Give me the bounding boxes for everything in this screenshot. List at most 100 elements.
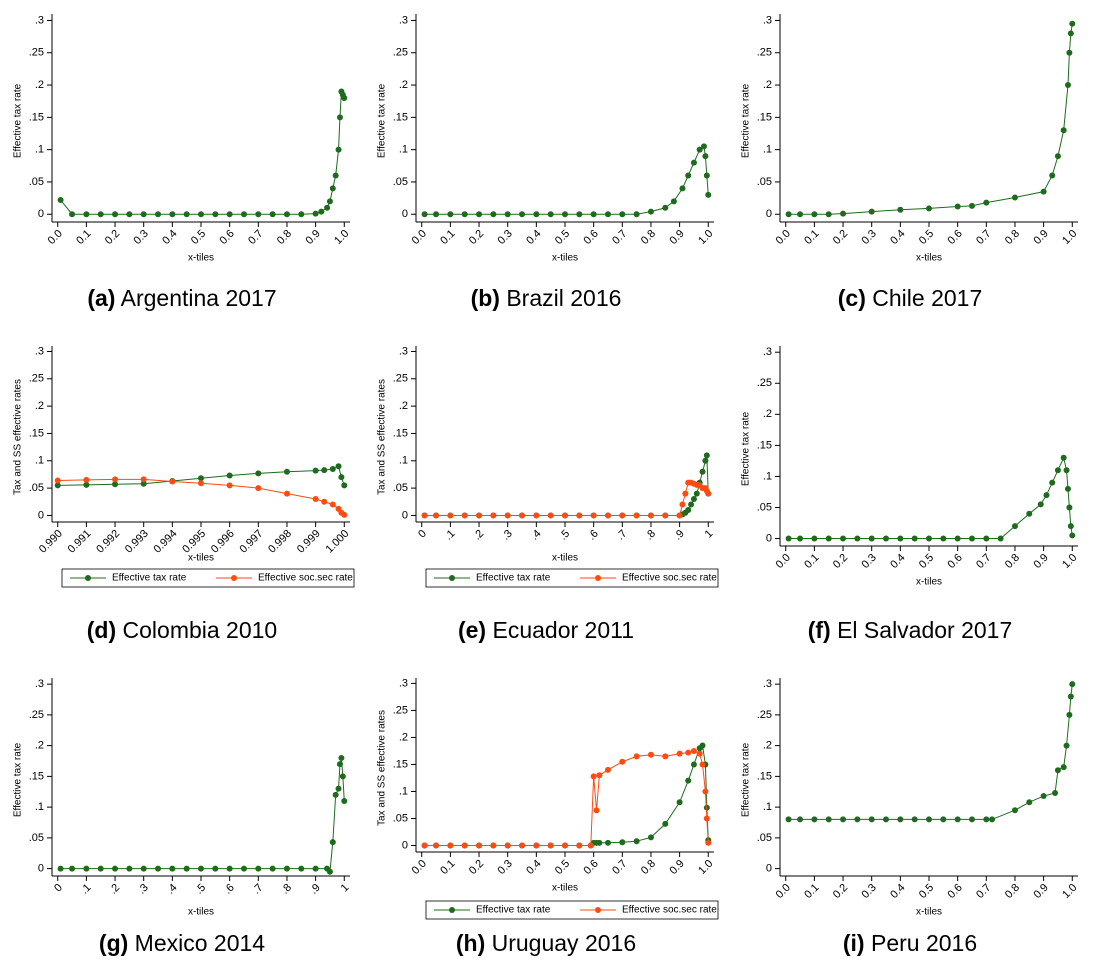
- point: [662, 753, 669, 760]
- x-tick-label: 0.0: [774, 552, 793, 571]
- point: [633, 211, 640, 218]
- point: [83, 481, 90, 488]
- point: [421, 211, 428, 218]
- panel: .3 .25 .2 .15 .1 .05 00.0 0.1 0.2 0.3 0.4 0.5 0.6 0.7…: [741, 14, 1079, 311]
- x-tick-label: 0.6: [582, 228, 601, 247]
- x-tick-label: 0.7: [610, 228, 629, 247]
- point: [112, 481, 119, 488]
- point: [797, 535, 804, 542]
- x-tick-label: 0.1: [74, 228, 93, 247]
- x-tick-label: 0.5: [553, 858, 572, 877]
- y-tick-label: 0: [402, 208, 408, 220]
- point: [897, 535, 904, 542]
- point: [590, 773, 597, 780]
- x-tick-label: 0.1: [802, 552, 821, 571]
- point: [926, 816, 932, 823]
- point: [421, 512, 428, 519]
- point: [329, 501, 336, 508]
- point: [1026, 799, 1033, 806]
- x-tick-label: 0.6: [946, 882, 965, 901]
- x-tick-label: 0.2: [467, 858, 486, 877]
- point: [57, 197, 64, 204]
- x-tick-label: 0.1: [802, 882, 821, 901]
- x-tick-label: 0.6: [582, 858, 601, 877]
- x-tick-label: 0.3: [860, 882, 879, 901]
- x-tick-label: 0.7: [974, 552, 993, 571]
- point: [690, 761, 697, 768]
- point: [447, 512, 454, 519]
- x-tick-label: 1.0: [332, 228, 351, 247]
- y-tick-label: .25: [29, 709, 44, 721]
- point: [421, 842, 428, 849]
- x-tick-label: 1.0: [1060, 552, 1079, 571]
- x-axis-label: x-tiles: [188, 253, 214, 264]
- panel-label: (h): [456, 930, 485, 956]
- point: [312, 496, 319, 503]
- point: [702, 457, 709, 464]
- series-line: [60, 91, 345, 215]
- legend-label: Effective soc.sec rate: [622, 905, 717, 916]
- point: [590, 211, 597, 218]
- panel-title: El Salvador 2017: [837, 617, 1012, 643]
- x-tick-label: 0.4: [160, 228, 179, 247]
- y-tick-label: .25: [29, 47, 44, 59]
- y-tick-label: 0: [38, 509, 44, 521]
- x-tick-label: .5: [557, 528, 572, 543]
- point: [1060, 764, 1067, 771]
- point: [911, 816, 918, 823]
- point: [587, 842, 594, 849]
- point: [341, 94, 348, 101]
- point: [1054, 153, 1061, 160]
- y-tick-label: 0: [766, 863, 772, 875]
- point: [1052, 789, 1059, 796]
- x-tick-label: 0.996: [209, 528, 237, 556]
- panel-title: Colombia 2010: [123, 617, 278, 643]
- y-axis-label: Tax and SS effective rates: [377, 379, 388, 495]
- point: [169, 211, 176, 218]
- x-tick-label: 0.1: [438, 228, 457, 247]
- y-tick-label: .2: [35, 79, 44, 91]
- x-tick-label: .3: [500, 528, 515, 543]
- point: [504, 211, 511, 218]
- x-tick-label: 0.5: [917, 228, 936, 247]
- point: [693, 490, 700, 497]
- x-tick-label: 0.5: [189, 228, 208, 247]
- legend-label: Effective soc.sec rate: [258, 573, 353, 584]
- y-tick-label: .2: [763, 79, 772, 91]
- point: [433, 512, 440, 519]
- x-tick-label: 0.9: [303, 228, 322, 247]
- x-tick-label: 1.0: [696, 228, 715, 247]
- y-tick-label: .25: [757, 377, 772, 389]
- x-tick-label: 0.0: [410, 228, 429, 247]
- x-tick-label: .2: [107, 882, 122, 897]
- x-tick-label: .7: [615, 528, 630, 543]
- caption: (d) Colombia 2010: [87, 617, 277, 643]
- panel: .3 .25 .2 .15 .1 .05 00.0 0.1 0.2 0.3 0.4 0.5 0.6 0.7…: [377, 14, 715, 311]
- y-axis-label: Effective tax rate: [377, 83, 388, 158]
- point: [604, 211, 611, 218]
- point: [212, 865, 219, 872]
- x-tick-label: .7: [251, 882, 266, 897]
- point: [685, 506, 692, 513]
- point: [868, 208, 875, 215]
- point: [619, 839, 626, 846]
- x-tick-label: 0.4: [888, 228, 907, 247]
- point: [647, 512, 654, 519]
- x-tick-label: 0.1: [438, 858, 457, 877]
- y-tick-label: .2: [763, 408, 772, 420]
- x-tick-label: .8: [279, 882, 294, 897]
- panel-label: (d): [87, 617, 116, 643]
- caption: (g) Mexico 2014: [99, 930, 265, 956]
- point: [1011, 523, 1018, 530]
- y-axis-label: Effective tax rate: [13, 742, 24, 817]
- point: [339, 773, 346, 780]
- y-tick-label: .1: [763, 144, 772, 156]
- point: [329, 185, 336, 192]
- point: [699, 761, 706, 768]
- y-axis-label: Tax and SS effective rates: [377, 710, 388, 826]
- point: [1054, 467, 1061, 474]
- point: [112, 476, 119, 483]
- point: [198, 475, 204, 482]
- point: [476, 842, 483, 849]
